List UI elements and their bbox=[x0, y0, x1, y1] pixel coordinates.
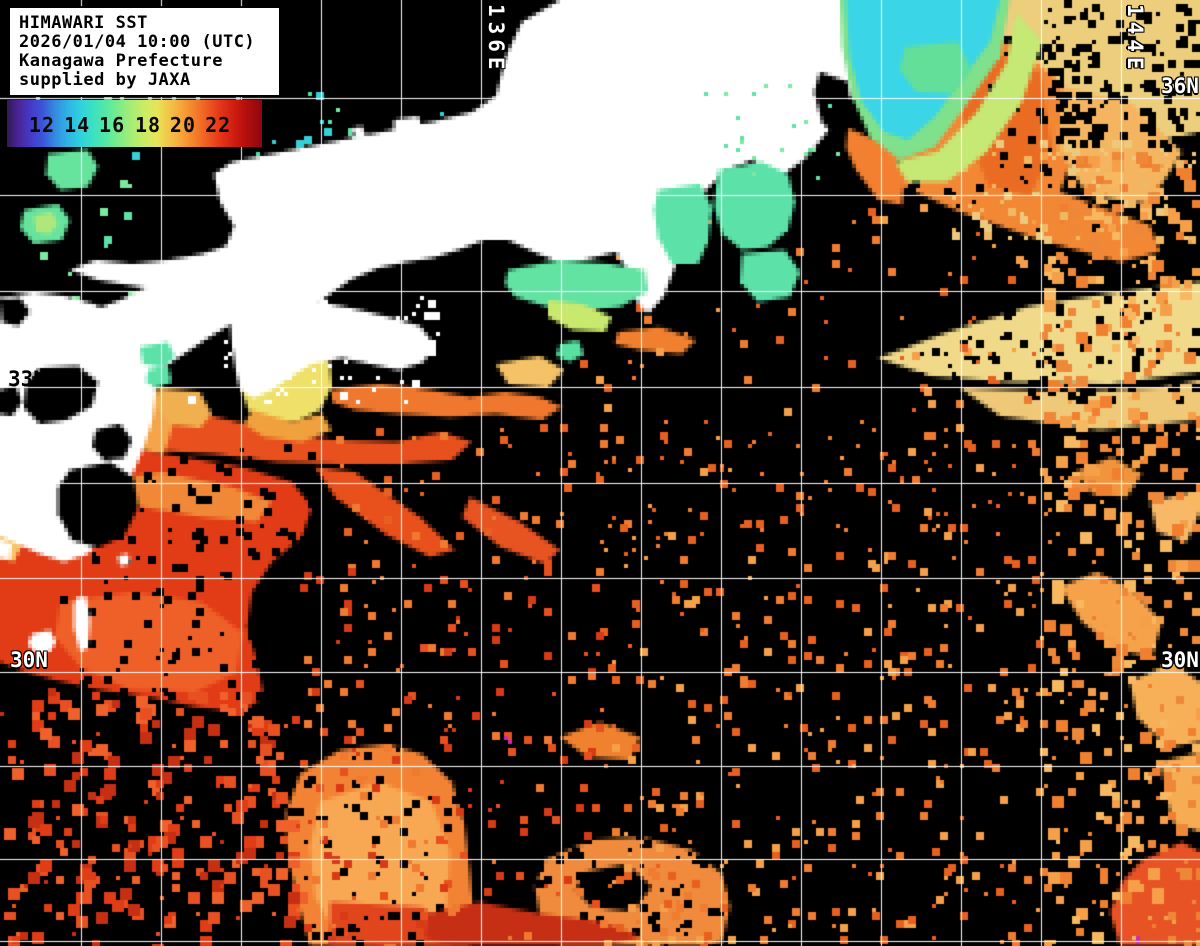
grid-label-36n: 36N bbox=[1161, 74, 1199, 98]
colorbar-gradient bbox=[7, 100, 262, 147]
colorbar-tick: 20 bbox=[169, 113, 197, 137]
grid-label-30n: 30N bbox=[1161, 648, 1199, 672]
grid-label-144e: 144E bbox=[1123, 4, 1147, 75]
colorbar-tick: 16 bbox=[99, 113, 126, 137]
attribution-line: supplied by JAXA bbox=[19, 70, 191, 90]
temperature-colorbar: 12 14 16 18 20 22 bbox=[7, 100, 262, 147]
timestamp: 2026/01/04 10:00 (UTC) bbox=[19, 32, 256, 52]
provider-line: Kanagawa Prefecture bbox=[19, 51, 223, 71]
info-box: HIMAWARI SST 2026/01/04 10:00 (UTC) Kana… bbox=[8, 6, 281, 97]
product-title: HIMAWARI SST bbox=[19, 13, 148, 33]
grid-label-136e: 136E bbox=[484, 4, 508, 75]
grid-label-33n: 33N bbox=[8, 367, 46, 391]
colorbar-tick: 22 bbox=[205, 113, 232, 137]
colorbar-tick: 18 bbox=[134, 113, 162, 137]
colorbar-tick: 12 bbox=[28, 113, 55, 137]
colorbar-tick: 14 bbox=[64, 113, 91, 137]
grid-label-30n: 30N bbox=[10, 648, 48, 672]
